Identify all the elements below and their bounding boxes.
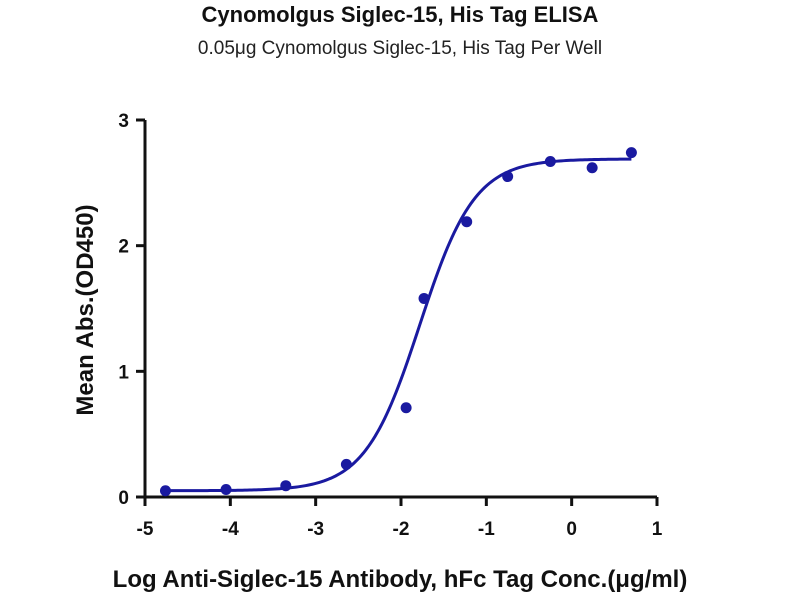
data-point — [400, 402, 412, 414]
data-point — [418, 292, 430, 304]
y-tick-label: 2 — [118, 237, 129, 258]
y-tick-label: 0 — [118, 488, 129, 509]
ticks: -5 -4 -3 -2 -1 0 1 0 1 2 3 — [118, 111, 662, 540]
x-tick-label: -5 — [137, 519, 154, 540]
x-axis-title: Log Anti-Siglec-15 Antibody, hFc Tag Con… — [112, 566, 688, 593]
data-point — [340, 458, 352, 470]
x-tick-label: -1 — [478, 519, 495, 540]
chart-title: Cynomolgus Siglec-15, His Tag ELISA — [201, 2, 599, 27]
points-layer — [159, 147, 637, 497]
data-point — [280, 480, 292, 492]
fit-curve — [165, 157, 632, 493]
data-point — [461, 216, 473, 228]
y-tick-label: 1 — [118, 362, 129, 383]
data-point — [544, 155, 556, 167]
data-point — [220, 483, 232, 495]
data-point — [159, 485, 171, 497]
chart-subtitle: 0.05μg Cynomolgus Siglec-15, His Tag Per… — [197, 38, 603, 59]
x-tick-label: -4 — [222, 519, 239, 540]
data-point — [586, 162, 598, 174]
x-tick-label: -3 — [307, 519, 324, 540]
x-tick-label: 0 — [566, 519, 577, 540]
x-tick-label: 1 — [652, 519, 663, 540]
axes — [143, 120, 657, 499]
fit-layer — [165, 157, 632, 493]
data-point — [625, 147, 637, 159]
y-tick-label: 3 — [118, 111, 129, 132]
data-point — [502, 171, 514, 183]
x-tick-label: -2 — [393, 519, 410, 540]
y-axis-title: Mean Abs.(OD450) — [72, 204, 99, 416]
